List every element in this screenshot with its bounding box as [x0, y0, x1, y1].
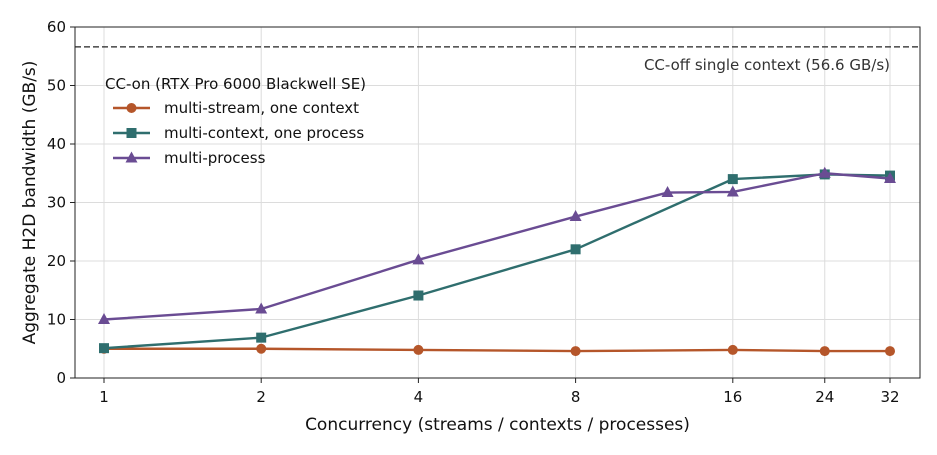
- x-tick-label: 8: [571, 388, 581, 406]
- data-point: [818, 166, 831, 178]
- reference-line-label: CC-off single context (56.6 GB/s): [644, 56, 890, 74]
- y-tick-label: 40: [47, 135, 66, 153]
- x-tick-label: 1: [99, 388, 109, 406]
- data-point: [726, 185, 739, 197]
- data-point: [98, 313, 110, 324]
- legend-label: multi-context, one process: [164, 124, 364, 142]
- data-point: [412, 253, 425, 265]
- legend-item: multi-context, one process: [113, 124, 364, 142]
- data-point: [413, 290, 424, 301]
- data-point: [570, 346, 581, 357]
- series-layer: [98, 166, 896, 357]
- x-tick-label: 32: [880, 388, 899, 406]
- legend-marker: [126, 103, 137, 113]
- y-tick-label: 60: [47, 18, 66, 36]
- legend-marker: [125, 151, 138, 163]
- series-1: [99, 343, 895, 357]
- legend-item: multi-stream, one context: [113, 99, 359, 117]
- series-3: [98, 166, 896, 324]
- y-tick-label: 10: [47, 311, 66, 329]
- x-tick-label: 16: [723, 388, 742, 406]
- legend-marker: [126, 128, 137, 138]
- series-line: [104, 347, 890, 353]
- grid-lines: [75, 26, 920, 379]
- data-point: [255, 302, 268, 314]
- legend-label: multi-stream, one context: [164, 99, 359, 117]
- data-point: [569, 210, 582, 222]
- y-tick-label: 0: [56, 369, 66, 387]
- data-point: [570, 244, 581, 255]
- data-point: [884, 172, 896, 184]
- x-tick-label: 4: [414, 388, 424, 406]
- y-tick-label: 50: [47, 77, 66, 95]
- data-point: [99, 343, 109, 354]
- legend-item: multi-process: [113, 149, 266, 167]
- x-tick-label: 2: [256, 388, 266, 406]
- data-point: [727, 344, 738, 355]
- y-tick-label: 20: [47, 252, 66, 270]
- x-tick-label: 24: [815, 388, 834, 406]
- data-point: [661, 186, 674, 198]
- y-tick-label: 30: [47, 194, 66, 212]
- data-point: [413, 344, 424, 355]
- data-point: [727, 174, 738, 185]
- data-point: [256, 343, 267, 354]
- legend-title: CC-on (RTX Pro 6000 Blackwell SE): [105, 75, 366, 93]
- legend: CC-on (RTX Pro 6000 Blackwell SE) multi-…: [105, 75, 366, 167]
- data-point: [819, 346, 830, 357]
- y-axis-title: Aggregate H2D bandwidth (GB/s): [20, 61, 40, 345]
- series-line: [103, 172, 891, 321]
- data-point: [256, 332, 267, 343]
- legend-label: multi-process: [164, 149, 266, 167]
- x-axis-title: Concurrency (streams / contexts / proces…: [305, 415, 690, 435]
- data-point: [885, 346, 895, 357]
